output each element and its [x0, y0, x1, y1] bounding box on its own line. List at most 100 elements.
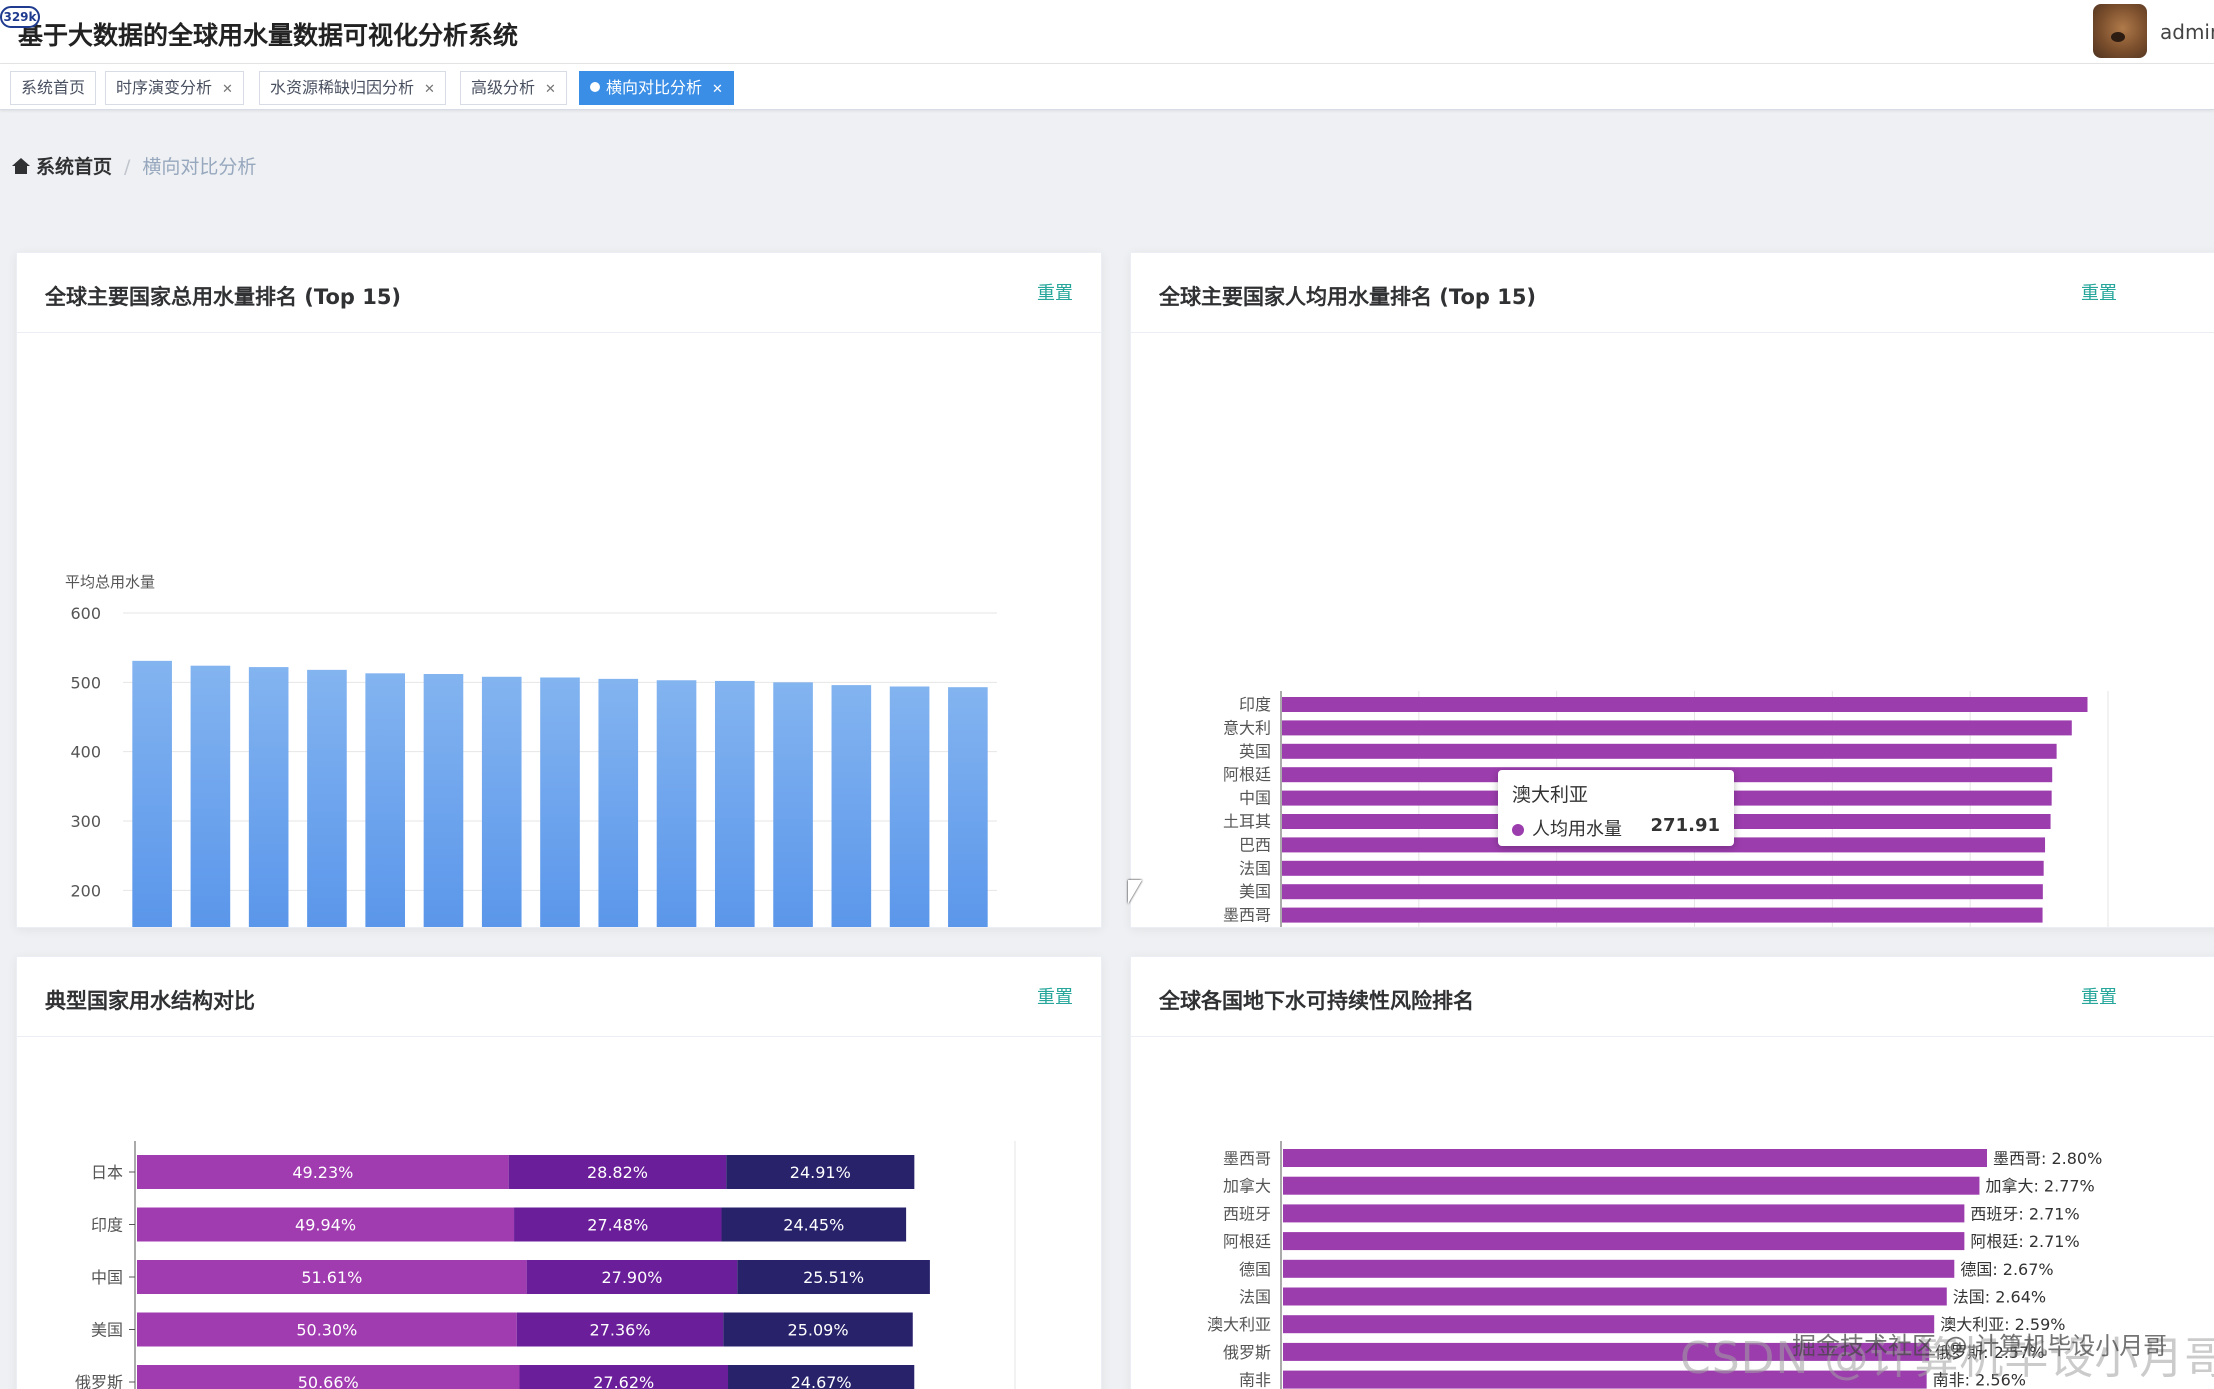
data-label: 50.66% — [298, 1373, 359, 1389]
reset-button[interactable]: 重置 — [2081, 987, 2117, 1008]
groundwater-risk-chart-card: 全球各国地下水可持续性风险排名 重置 墨西哥 墨西哥: 2.80% 加拿大 加拿大: … — [1130, 956, 2214, 1389]
mouse-cursor-icon — [1128, 880, 1142, 904]
app-title: 基于大数据的全球用水量数据可视化分析系统 — [18, 21, 519, 50]
app-header: 基于大数据的全球用水量数据可视化分析系统 329k admin — [0, 0, 2214, 64]
card-title: 全球主要国家人均用水量排名 (Top 15) — [1159, 285, 1537, 309]
data-label: 24.67% — [791, 1373, 852, 1389]
y-tick-label: 法国 — [1239, 1288, 1271, 1307]
bar — [190, 665, 231, 927]
active-dot-icon — [590, 82, 600, 92]
bar-segment — [526, 1260, 738, 1294]
bar-segment — [137, 1312, 517, 1347]
y-tick-label: 阿根廷 — [1223, 765, 1271, 784]
close-icon[interactable]: ✕ — [424, 82, 435, 97]
bar-segment — [726, 1155, 915, 1189]
y-tick-label: 西班牙 — [1223, 1204, 1271, 1223]
data-label: 俄罗斯: 2.57% — [1935, 1343, 2044, 1362]
tooltip-title: 澳大利亚 — [1512, 784, 1589, 806]
bar-segment — [137, 1365, 520, 1389]
bar — [1283, 1315, 1935, 1334]
home-icon — [12, 158, 30, 174]
y-tick-label: 日本 — [91, 1163, 123, 1182]
tab-comparison[interactable]: 横向对比分析 ✕ — [579, 71, 734, 105]
y-tick-label: 500 — [70, 673, 101, 692]
bar — [307, 669, 347, 927]
y-axis-label: 平均总用水量 — [65, 573, 155, 591]
tabs-bar: 系统首页 时序演变分析 ✕ 水资源稀缺归因分析 ✕ 高级分析 ✕ 横向对比分析 ✕ — [0, 64, 2214, 110]
close-icon[interactable]: ✕ — [222, 82, 233, 97]
bar — [889, 686, 930, 927]
y-tick-label: 英国 — [1239, 742, 1271, 761]
y-tick-label: 德国 — [1239, 1260, 1271, 1279]
water-structure-stacked-chart: 日本 49.23% 28.82% 24.91% 印度 49.94% 27.48% 24.45%… — [75, 1141, 1016, 1389]
bar — [714, 680, 755, 927]
tab-home[interactable]: 系统首页 — [10, 71, 97, 105]
data-label: 南非: 2.56% — [1933, 1371, 2026, 1389]
breadcrumb-home[interactable]: 系统首页 — [36, 156, 113, 178]
data-label: 24.91% — [790, 1163, 851, 1182]
y-tick-label: 中国 — [91, 1268, 123, 1287]
y-tick-label: 墨西哥 — [1223, 1149, 1271, 1168]
bar — [1283, 1149, 1987, 1167]
user-avatar[interactable] — [2093, 4, 2147, 58]
y-tick-label: 土耳其 — [1223, 812, 1271, 831]
bar — [1282, 720, 2072, 736]
breadcrumb-separator: / — [124, 156, 131, 178]
reset-button[interactable]: 重置 — [1037, 283, 1073, 304]
data-label: 49.94% — [295, 1216, 356, 1235]
structure-chart-card: 典型国家用水结构对比 重置 日本 49.23% 28.82% 24.91% 印度 49.9… — [16, 956, 1102, 1389]
y-tick-label: 300 — [70, 812, 101, 831]
bar — [1282, 884, 2043, 900]
bar-segment — [737, 1260, 930, 1294]
y-tick-label: 澳大利亚 — [1207, 1315, 1271, 1334]
y-tick-label: 200 — [70, 881, 101, 900]
y-tick-label: 美国 — [1239, 882, 1271, 901]
y-tick-label: 法国 — [1239, 859, 1271, 878]
data-label: 25.51% — [803, 1268, 864, 1287]
tab-label: 横向对比分析 — [606, 78, 703, 97]
breadcrumb: 系统首页 / 横向对比分析 — [12, 152, 256, 179]
bar-segment — [137, 1260, 527, 1294]
data-label: 27.90% — [601, 1268, 662, 1287]
bar — [1283, 1342, 1930, 1361]
y-tick-label: 南非 — [1239, 1371, 1271, 1389]
y-tick-label: 加拿大 — [1223, 1177, 1271, 1196]
groundwater-risk-bar-chart: 墨西哥 墨西哥: 2.80% 加拿大 加拿大: 2.77% 西班牙 西班牙: 2.71% 阿… — [1207, 1141, 2102, 1389]
close-icon[interactable]: ✕ — [545, 82, 556, 97]
tab-advanced[interactable]: 高级分析 ✕ — [460, 71, 567, 105]
data-label: 27.36% — [590, 1321, 651, 1340]
corner-badge: 329k — [0, 6, 40, 28]
close-icon[interactable]: ✕ — [712, 82, 723, 97]
card-title: 典型国家用水结构对比 — [45, 989, 255, 1013]
bar — [831, 685, 872, 927]
y-tick-label: 巴西 — [1239, 835, 1271, 854]
reset-button[interactable]: 重置 — [1037, 987, 1073, 1008]
data-label: 50.30% — [296, 1321, 357, 1340]
bar-segment — [723, 1312, 913, 1347]
bar-segment — [728, 1365, 915, 1389]
bar-segment — [514, 1207, 722, 1242]
data-label: 28.82% — [587, 1163, 648, 1182]
per-capita-bar-chart: 050100150200250300印度意大利英国阿根廷中国土耳其巴西法国美国墨… — [1223, 691, 2109, 927]
tab-scarcity[interactable]: 水资源稀缺归因分析 ✕ — [259, 71, 446, 105]
tab-time-series[interactable]: 时序演变分析 ✕ — [105, 71, 244, 105]
series-dot-icon — [1512, 824, 1524, 836]
bar — [481, 676, 522, 927]
tab-label: 水资源稀缺归因分析 — [270, 78, 415, 97]
y-tick-label: 印度 — [1239, 695, 1271, 714]
bar — [1283, 1287, 1947, 1306]
bar — [1283, 1176, 1980, 1195]
tab-label: 系统首页 — [21, 78, 86, 97]
data-label: 西班牙: 2.71% — [1970, 1204, 2079, 1223]
bar — [1283, 1370, 1927, 1389]
user-name[interactable]: admin — [2160, 20, 2214, 44]
reset-button[interactable]: 重置 — [2081, 283, 2117, 304]
card-header: 全球主要国家总用水量排名 (Top 15) 重置 — [17, 253, 1101, 333]
card-title: 全球各国地下水可持续性风险排名 — [1159, 989, 1474, 1013]
breadcrumb-current: 横向对比分析 — [142, 156, 257, 178]
bar — [948, 687, 988, 927]
bar — [1283, 1232, 1965, 1251]
bar — [423, 674, 464, 927]
data-label: 27.62% — [593, 1373, 654, 1389]
card-header: 典型国家用水结构对比 重置 — [17, 957, 1101, 1037]
